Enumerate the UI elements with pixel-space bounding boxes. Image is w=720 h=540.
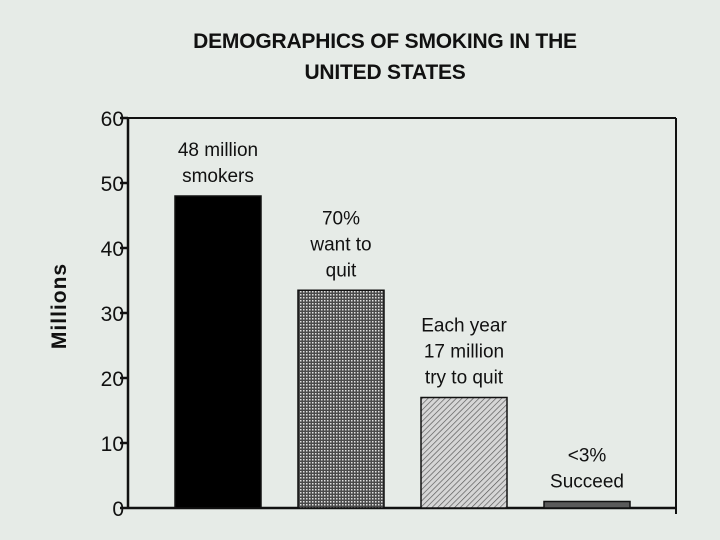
bar-1-label-line: 48 million (178, 140, 258, 161)
bar-3 (420, 396, 508, 509)
bar-4-label-line: <3% (568, 446, 607, 467)
bar-2 (297, 289, 385, 509)
bar-1-label-line: smokers (182, 166, 254, 187)
bar-3-label-line: 17 million (424, 342, 504, 363)
chart-title-line-2: UNITED STATES (304, 61, 466, 84)
y-tick-label: 30 (101, 303, 124, 326)
y-tick-label: 10 (101, 433, 124, 456)
y-tick-label: 60 (101, 108, 124, 131)
chart-title: DEMOGRAPHICS OF SMOKING IN THE UNITED ST… (0, 26, 720, 88)
y-tick-label: 40 (101, 238, 124, 261)
bar-4-label-line: Succeed (550, 472, 624, 493)
bar-4 (543, 500, 631, 509)
y-tick-label: 0 (112, 498, 124, 521)
y-tick-label: 20 (101, 368, 124, 391)
bar-2-label-line: quit (326, 260, 357, 281)
bar-3-label-line: Each year (421, 316, 507, 337)
chart-title-line-1: DEMOGRAPHICS OF SMOKING IN THE (193, 30, 577, 53)
bar-2-label-line: 70% (322, 208, 360, 229)
y-axis-label: Millions (48, 263, 71, 349)
y-tick-label: 50 (101, 173, 124, 196)
bar-2-label-line: want to (309, 234, 371, 255)
bar-1 (174, 195, 262, 509)
bar-3-label-line: try to quit (425, 368, 504, 389)
